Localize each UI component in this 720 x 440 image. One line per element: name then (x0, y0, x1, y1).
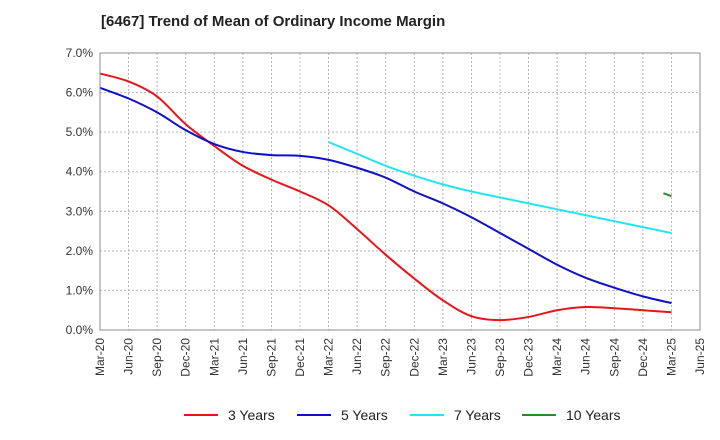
series-line-5-years (99, 86, 672, 305)
chart-title: [6467] Trend of Mean of Ordinary Income … (101, 13, 446, 30)
y-tick-label: 2.0% (66, 244, 94, 258)
legend-label-10-years: 10 Years (566, 407, 621, 423)
x-tick-label: Dec-22 (407, 338, 421, 377)
x-tick-label: Dec-21 (293, 338, 307, 377)
x-tick-label: Sep-22 (379, 338, 393, 377)
legend-item-10-years: 10 Years (522, 404, 621, 426)
x-axis-ticks: Mar-20 Jun-20 Sep-20 Dec-20 Mar-21 Jun-21 Sep-… (93, 338, 707, 377)
x-tick-label: Dec-23 (522, 338, 536, 377)
legend-item-3-years: 3 Years (184, 404, 275, 426)
x-tick-label: Jun-24 (579, 338, 593, 375)
series-line-10-years (663, 192, 672, 198)
legend-label-3-years: 3 Years (228, 407, 275, 423)
y-axis-ticks: 0.0% 1.0% 2.0% 3.0% 4.0% 5.0% 6.0% 7.0% (66, 46, 94, 337)
x-tick-label: Mar-25 (664, 338, 678, 376)
legend: 3 Years 5 Years 7 Years 10 Years (0, 404, 720, 426)
y-tick-label: 6.0% (66, 86, 94, 100)
x-tick-label: Jun-23 (464, 338, 478, 375)
x-tick-label: Sep-21 (264, 338, 278, 377)
x-tick-label: Mar-24 (550, 338, 564, 376)
x-tick-label: Jun-25 (693, 338, 707, 375)
y-tick-label: 5.0% (66, 125, 94, 139)
legend-item-5-years: 5 Years (297, 404, 388, 426)
x-tick-label: Jun-22 (350, 338, 364, 375)
x-tick-label: Mar-23 (436, 338, 450, 376)
x-tick-label: Mar-20 (93, 338, 107, 376)
legend-item-7-years: 7 Years (410, 404, 501, 426)
x-tick-label: Mar-22 (322, 338, 336, 376)
series-lines (99, 72, 672, 322)
x-tick-label: Jun-21 (236, 338, 250, 375)
x-tick-label: Mar-21 (207, 338, 221, 376)
grid-lines (100, 53, 700, 330)
line-chart: 0.0% 1.0% 2.0% 3.0% 4.0% 5.0% 6.0% 7.0% Mar-20 J… (66, 46, 707, 377)
x-tick-label: Sep-23 (493, 338, 507, 377)
x-tick-label: Dec-24 (636, 338, 650, 377)
legend-swatch-10-years (522, 414, 556, 416)
plot-frame (99, 52, 701, 331)
x-tick-label: Jun-20 (122, 338, 136, 375)
series-line-3-years (99, 72, 672, 322)
x-tick-label: Sep-24 (607, 338, 621, 377)
y-tick-label: 4.0% (66, 165, 94, 179)
y-tick-label: 7.0% (66, 46, 94, 60)
legend-label-7-years: 7 Years (454, 407, 501, 423)
y-tick-label: 3.0% (66, 204, 94, 218)
legend-swatch-7-years (410, 414, 444, 416)
x-tick-label: Sep-20 (150, 338, 164, 377)
legend-label-5-years: 5 Years (341, 407, 388, 423)
y-tick-label: 0.0% (66, 323, 94, 337)
x-tick-label: Dec-20 (179, 338, 193, 377)
y-tick-label: 1.0% (66, 283, 94, 297)
legend-swatch-5-years (297, 414, 331, 416)
legend-swatch-3-years (184, 414, 218, 416)
series-line-7-years (328, 141, 672, 235)
